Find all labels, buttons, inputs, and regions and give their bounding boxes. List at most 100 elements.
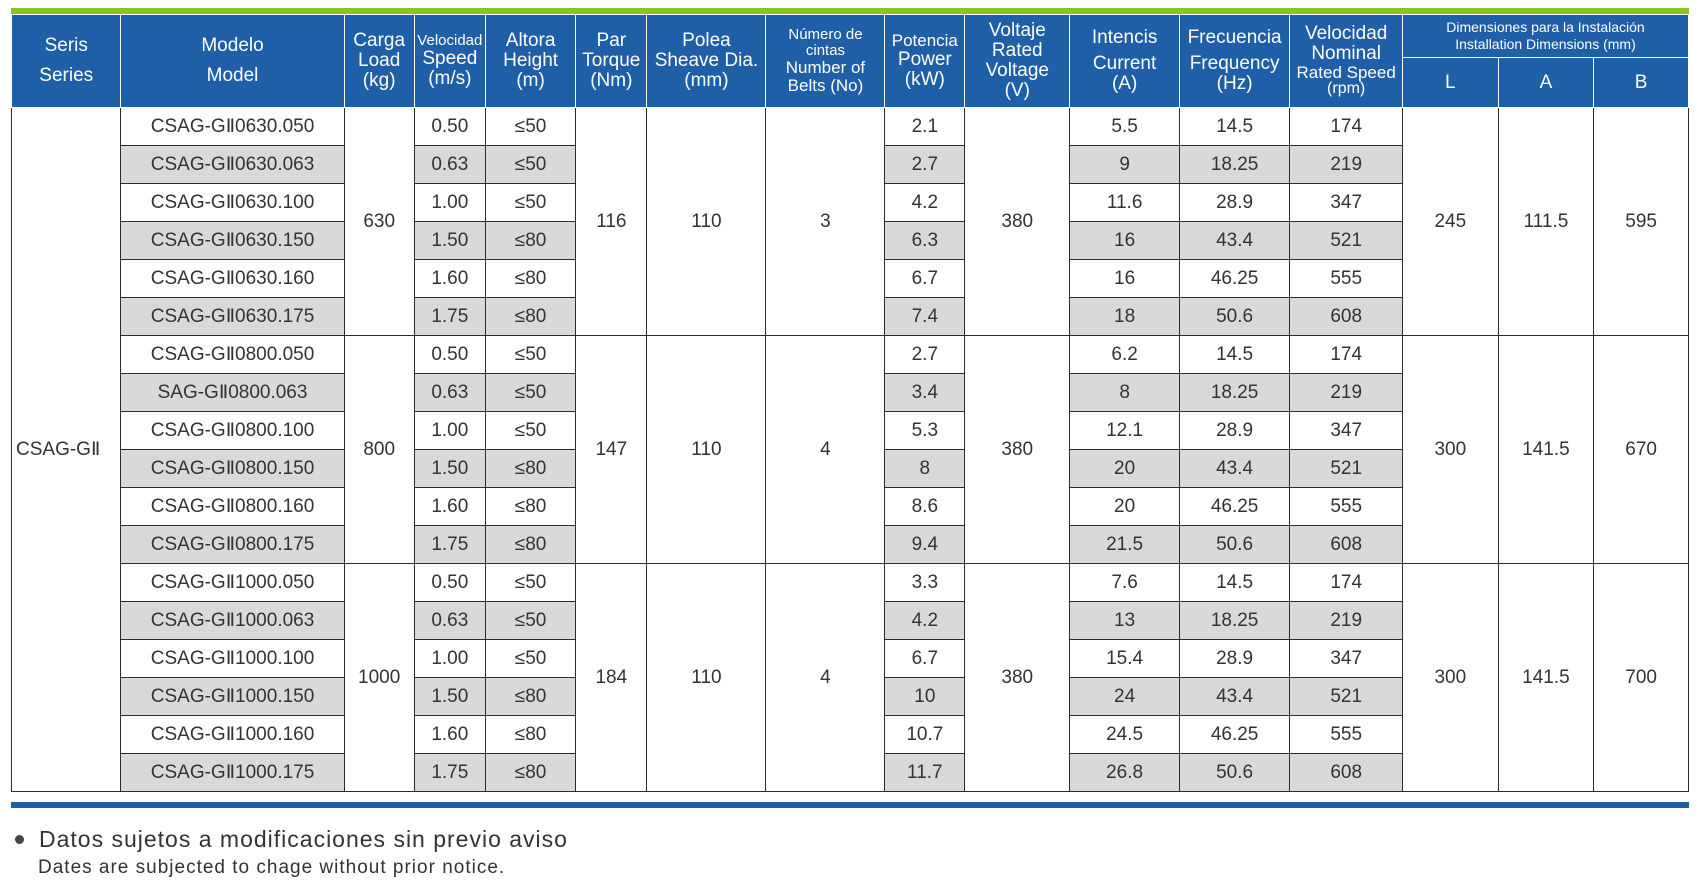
rated-speed-cell: 219 — [1289, 601, 1403, 640]
header-speed-en: Speed — [422, 47, 478, 69]
header-load-unit: (kg) — [362, 69, 396, 91]
header-power-unit: (kW) — [904, 68, 945, 90]
header-model-es: Modelo — [201, 35, 264, 57]
current-cell: 11.6 — [1069, 183, 1180, 222]
height-cell: ≤80 — [484, 297, 577, 336]
model-cell: SAG-GⅡ0800.063 — [120, 373, 345, 412]
power-cell: 11.7 — [884, 753, 966, 792]
current-cell: 5.5 — [1069, 107, 1180, 146]
height-cell: ≤50 — [484, 373, 577, 412]
frequency-cell: 50.6 — [1178, 297, 1291, 336]
table-row: CSAG-GⅡ0630.100 1.00 ≤50 4.2 11.6 28.9 347 — [12, 183, 1689, 222]
header-height-es: Altora — [505, 30, 556, 52]
frequency-cell: 46.25 — [1178, 259, 1291, 298]
header-series-en: Series — [39, 65, 94, 86]
power-cell: 3.4 — [884, 373, 966, 412]
rated-speed-cell: 347 — [1289, 183, 1403, 222]
height-cell: ≤50 — [484, 183, 577, 222]
speed-cell: 0.63 — [413, 373, 486, 412]
speed-cell: 1.60 — [413, 715, 486, 754]
dim-l-cell: 300 — [1401, 563, 1499, 792]
speed-cell: 0.50 — [413, 107, 486, 146]
header-torque: Par Torque (Nm) — [575, 14, 648, 108]
header-torque-en: Torque — [582, 50, 641, 72]
model-cell: CSAG-GⅡ0630.150 — [120, 221, 345, 260]
current-cell: 24.5 — [1069, 715, 1180, 754]
table-row: CSAG-GⅡ1000.100 1.00 ≤50 6.7 15.4 28.9 347 — [12, 639, 1689, 678]
rated-speed-cell: 347 — [1289, 639, 1403, 678]
table-row: CSAG-GⅡ1000.050 1000 0.50 ≤50 184 110 4 3.3 380 7… — [12, 563, 1689, 792]
header-speed-es: Velocidad — [417, 32, 483, 50]
speed-cell: 1.75 — [413, 525, 486, 564]
current-cell: 20 — [1069, 449, 1180, 488]
header-current-unit: (A) — [1111, 72, 1138, 94]
header-frequency-es: Frecuencia — [1187, 27, 1282, 49]
voltage-cell: 380 — [964, 335, 1071, 564]
frequency-cell: 14.5 — [1178, 107, 1291, 146]
table-row: CSAG-GⅡ0630.175 1.75 ≤80 7.4 18 50.6 608 — [12, 297, 1689, 336]
header-frequency-unit: (Hz) — [1216, 72, 1253, 94]
current-cell: 18 — [1069, 297, 1180, 336]
header-rated-speed: Velocidad Nominal Rated Speed (rpm) — [1289, 14, 1403, 108]
rated-speed-cell: 555 — [1289, 715, 1403, 754]
header-dim-l: L — [1401, 57, 1499, 108]
current-cell: 13 — [1069, 601, 1180, 640]
speed-cell: 1.75 — [413, 297, 486, 336]
frequency-cell: 28.9 — [1178, 639, 1291, 678]
power-cell: 10 — [884, 677, 966, 716]
table-row: SAG-GⅡ0800.063 0.63 ≤50 3.4 8 18.25 219 — [12, 373, 1689, 412]
header-dimensions: Dimensiones para la Instalación Installa… — [1401, 13, 1690, 59]
speed-cell: 1.60 — [413, 487, 486, 526]
header-load: Carga Load (kg) — [343, 14, 415, 108]
header-dim-a: A — [1497, 57, 1595, 108]
frequency-cell: 14.5 — [1178, 563, 1291, 602]
power-cell: 2.7 — [884, 145, 966, 184]
height-cell: ≤50 — [484, 411, 577, 450]
header-sheave-es: Polea — [682, 30, 731, 52]
current-cell: 8 — [1069, 373, 1180, 412]
height-cell: ≤50 — [484, 563, 577, 602]
rated-speed-cell: 608 — [1289, 753, 1403, 792]
current-cell: 21.5 — [1069, 525, 1180, 564]
header-power-es: Potencia — [891, 31, 958, 51]
header-speed: Velocidad Speed (m/s) — [413, 14, 486, 108]
model-cell: CSAG-GⅡ0630.050 — [120, 107, 345, 146]
header-rated-speed-unit: (rpm) — [1327, 80, 1366, 98]
torque-cell: 147 — [575, 335, 648, 564]
rated-speed-cell: 347 — [1289, 411, 1403, 450]
speed-cell: 0.63 — [413, 601, 486, 640]
current-cell: 16 — [1069, 221, 1180, 260]
header-frequency-en: Frequency — [1189, 53, 1280, 75]
frequency-cell: 18.25 — [1178, 373, 1291, 412]
frequency-cell: 18.25 — [1178, 601, 1291, 640]
speed-cell: 1.00 — [413, 183, 486, 222]
table-row: CSAG-GⅡ0800.175 1.75 ≤80 9.4 21.5 50.6 608 — [12, 525, 1689, 564]
rated-speed-cell: 521 — [1289, 221, 1403, 260]
height-cell: ≤50 — [484, 107, 577, 146]
height-cell: ≤80 — [484, 487, 577, 526]
torque-cell: 184 — [575, 563, 648, 792]
dim-b-cell: 700 — [1593, 563, 1689, 792]
header-height-unit: (m) — [516, 69, 545, 91]
spec-table: Seris Series Modelo Model Carga Load (kg… — [10, 13, 1690, 792]
power-cell: 10.7 — [884, 715, 966, 754]
height-cell: ≤80 — [484, 753, 577, 792]
model-cell: CSAG-GⅡ0630.063 — [120, 145, 345, 184]
load-cell: 800 — [343, 335, 415, 564]
frequency-cell: 43.4 — [1178, 449, 1291, 488]
belts-cell: 4 — [765, 563, 886, 792]
rated-speed-cell: 608 — [1289, 525, 1403, 564]
dim-a-cell: 141.5 — [1497, 335, 1595, 564]
frequency-cell: 28.9 — [1178, 411, 1291, 450]
speed-cell: 1.50 — [413, 677, 486, 716]
power-cell: 2.7 — [884, 335, 966, 374]
power-cell: 5.3 — [884, 411, 966, 450]
header-sheave-unit: (mm) — [684, 69, 729, 91]
rated-speed-cell: 219 — [1289, 373, 1403, 412]
note-spanish-text: Datos sujetos a modificaciones sin previ… — [39, 826, 568, 852]
model-cell: CSAG-GⅡ0800.100 — [120, 411, 345, 450]
rated-speed-cell: 555 — [1289, 259, 1403, 298]
header-current-en: Current — [1092, 53, 1157, 75]
header-torque-es: Par — [596, 30, 627, 52]
speed-cell: 1.00 — [413, 639, 486, 678]
